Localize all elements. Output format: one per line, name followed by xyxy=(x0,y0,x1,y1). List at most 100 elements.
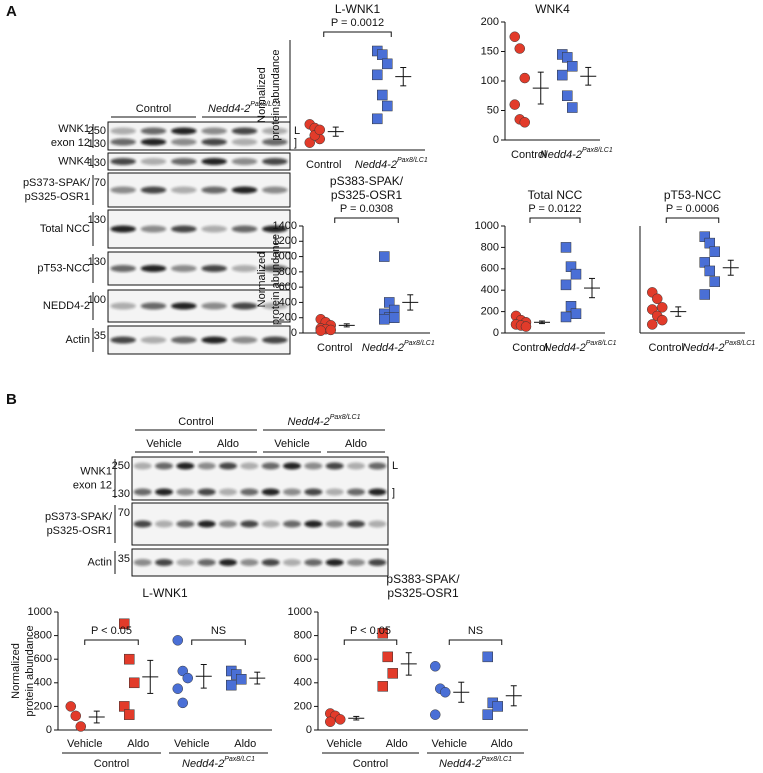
chart-title: L-WNK1 xyxy=(142,586,188,600)
data-point xyxy=(177,697,188,709)
blot-band xyxy=(262,336,288,344)
data-point xyxy=(377,49,388,60)
comparison-label: P = 0.0122 xyxy=(528,203,581,215)
blot-label: Actin xyxy=(66,334,90,346)
blot-band xyxy=(347,520,365,528)
blot-frame xyxy=(107,209,291,249)
blot-band xyxy=(176,488,195,496)
data-point xyxy=(560,311,572,323)
blot-band xyxy=(240,559,259,566)
data-point xyxy=(704,265,715,277)
blot-band xyxy=(325,559,344,566)
blot-label: Actin xyxy=(88,556,112,568)
blot-frame xyxy=(131,456,389,501)
blot-band xyxy=(110,138,136,146)
blot-band xyxy=(201,265,227,272)
blot-band xyxy=(171,186,197,194)
y-axis-label: Normalized xyxy=(10,643,22,699)
group-label: Control xyxy=(178,416,213,428)
blot-label: Total NCC xyxy=(40,223,90,235)
y-tick-label: 800 xyxy=(294,630,312,642)
y-tick-label: 1000 xyxy=(475,220,499,232)
group-label-sup: Pax8/LC1 xyxy=(582,147,613,154)
blot-band xyxy=(304,559,323,566)
y-tick-label: 600 xyxy=(279,281,297,293)
group-label: Nedd4-2Pax8/LC1 xyxy=(288,414,361,428)
group-label-sup: Pax8/LC1 xyxy=(224,756,255,763)
comparison-label: P < 0.05 xyxy=(91,625,132,637)
group-label: Control xyxy=(136,103,171,115)
x-tick-label: Aldo xyxy=(234,738,256,750)
mw-marker: 130 xyxy=(88,214,106,226)
data-point xyxy=(519,72,530,84)
data-point xyxy=(382,58,393,70)
y-tick-label: 100 xyxy=(481,75,499,87)
x-tick-label: Vehicle xyxy=(327,738,362,750)
blot-label: WNK1 xyxy=(80,465,112,477)
data-point xyxy=(325,324,336,336)
group-label: Nedd4-2Pax8/LC1 xyxy=(362,340,435,354)
y-tick-label: 0 xyxy=(46,724,52,736)
blot-band xyxy=(155,462,173,470)
blot-band xyxy=(347,559,365,566)
mw-marker: 130 xyxy=(88,157,106,169)
blot-band xyxy=(201,225,227,233)
group-label-sup: Pax8/LC1 xyxy=(330,414,361,421)
data-point xyxy=(382,651,393,663)
blot-band xyxy=(176,559,195,566)
chart-title: pS325-OSR1 xyxy=(331,188,403,202)
y-tick-label: 200 xyxy=(34,700,52,712)
mw-marker: 130 xyxy=(88,256,106,268)
blot-band xyxy=(304,462,323,470)
y-tick-label: 200 xyxy=(481,16,499,28)
comparison-label: P = 0.0006 xyxy=(666,203,719,215)
mw-marker: 250 xyxy=(112,460,130,472)
blot-band xyxy=(140,158,167,165)
blot-band xyxy=(171,265,197,272)
data-point xyxy=(567,61,578,72)
group-label: Control xyxy=(94,758,129,770)
treatment-label: Vehicle xyxy=(146,438,181,450)
data-point xyxy=(377,681,388,692)
y-tick-label: 1000 xyxy=(273,250,297,262)
blot-band xyxy=(140,225,167,233)
blot-band xyxy=(283,462,301,470)
data-point xyxy=(379,313,390,325)
blot-label: WNK4 xyxy=(58,155,90,167)
blot-band xyxy=(110,336,136,344)
data-point xyxy=(182,672,193,684)
blot-frame xyxy=(107,325,291,355)
data-point xyxy=(129,677,140,689)
blot-frame xyxy=(107,251,291,286)
data-point xyxy=(430,709,441,720)
blot-band xyxy=(197,462,216,470)
y-tick-label: 1000 xyxy=(28,606,52,618)
blot-band xyxy=(262,265,288,272)
blot-label: NEDD4-2 xyxy=(43,300,90,312)
data-point xyxy=(652,293,663,305)
blot-band xyxy=(240,488,259,496)
data-point xyxy=(440,686,451,698)
mw-marker: 70 xyxy=(118,507,130,519)
blot-band xyxy=(347,488,365,496)
data-point xyxy=(315,325,326,336)
blot-band xyxy=(140,186,167,194)
blot-band xyxy=(262,225,288,233)
treatment-label: Aldo xyxy=(217,438,239,450)
blot-band xyxy=(231,186,258,194)
blot-band xyxy=(262,127,288,135)
blot-band xyxy=(140,302,167,310)
group-label-sup: Pax8/LC1 xyxy=(481,756,512,763)
data-point xyxy=(482,709,493,720)
mw-marker: 130 xyxy=(112,488,130,500)
blot-band xyxy=(304,520,323,528)
blot-band xyxy=(197,559,216,566)
blot-band xyxy=(140,138,167,146)
blot-band xyxy=(219,520,237,528)
group-label-name: Nedd4-2 xyxy=(540,149,582,161)
blot-band xyxy=(197,520,216,528)
y-tick-label: 0 xyxy=(493,327,499,339)
group-label-sup: Pax8/LC1 xyxy=(397,157,428,164)
blot-band xyxy=(231,158,258,165)
group-label: Control xyxy=(511,149,546,161)
